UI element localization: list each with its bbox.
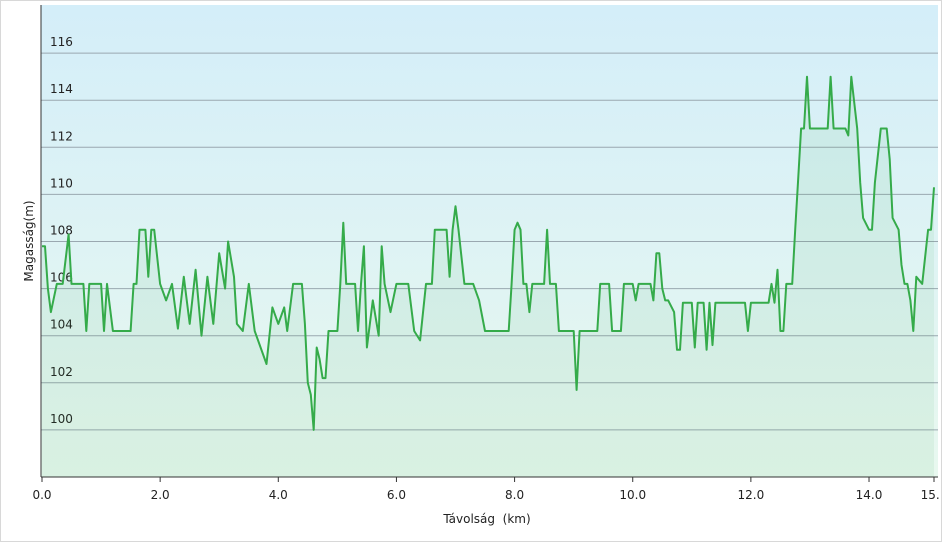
y-tick-label: 108 xyxy=(50,224,73,238)
x-tick-label: 14.0 xyxy=(856,488,883,502)
y-axis-title: Magasság(m) xyxy=(22,200,36,281)
x-axis-title: Távolság (km) xyxy=(442,512,530,526)
elevation-line xyxy=(42,75,935,431)
x-tick-label: 8.0 xyxy=(505,488,524,502)
y-tick-label: 112 xyxy=(50,129,73,143)
x-tick-label: 12.0 xyxy=(738,488,765,502)
x-tick-label: 15.1 xyxy=(921,488,941,502)
x-tick-label: 10.0 xyxy=(619,488,646,502)
x-tick-label: 2.0 xyxy=(151,488,170,502)
y-tick-label: 106 xyxy=(50,271,73,285)
y-tick-label: 100 xyxy=(50,412,73,426)
x-tick-label: 4.0 xyxy=(269,488,288,502)
y-tick-label: 102 xyxy=(50,365,73,379)
y-tick-label: 114 xyxy=(50,82,73,96)
x-tick-label: 6.0 xyxy=(387,488,406,502)
y-tick-label: 110 xyxy=(50,176,73,190)
area-fill xyxy=(42,76,934,477)
y-tick-label: 116 xyxy=(50,35,73,49)
y-tick-label: 104 xyxy=(50,318,73,332)
x-tick-label: 0.0 xyxy=(32,488,51,502)
